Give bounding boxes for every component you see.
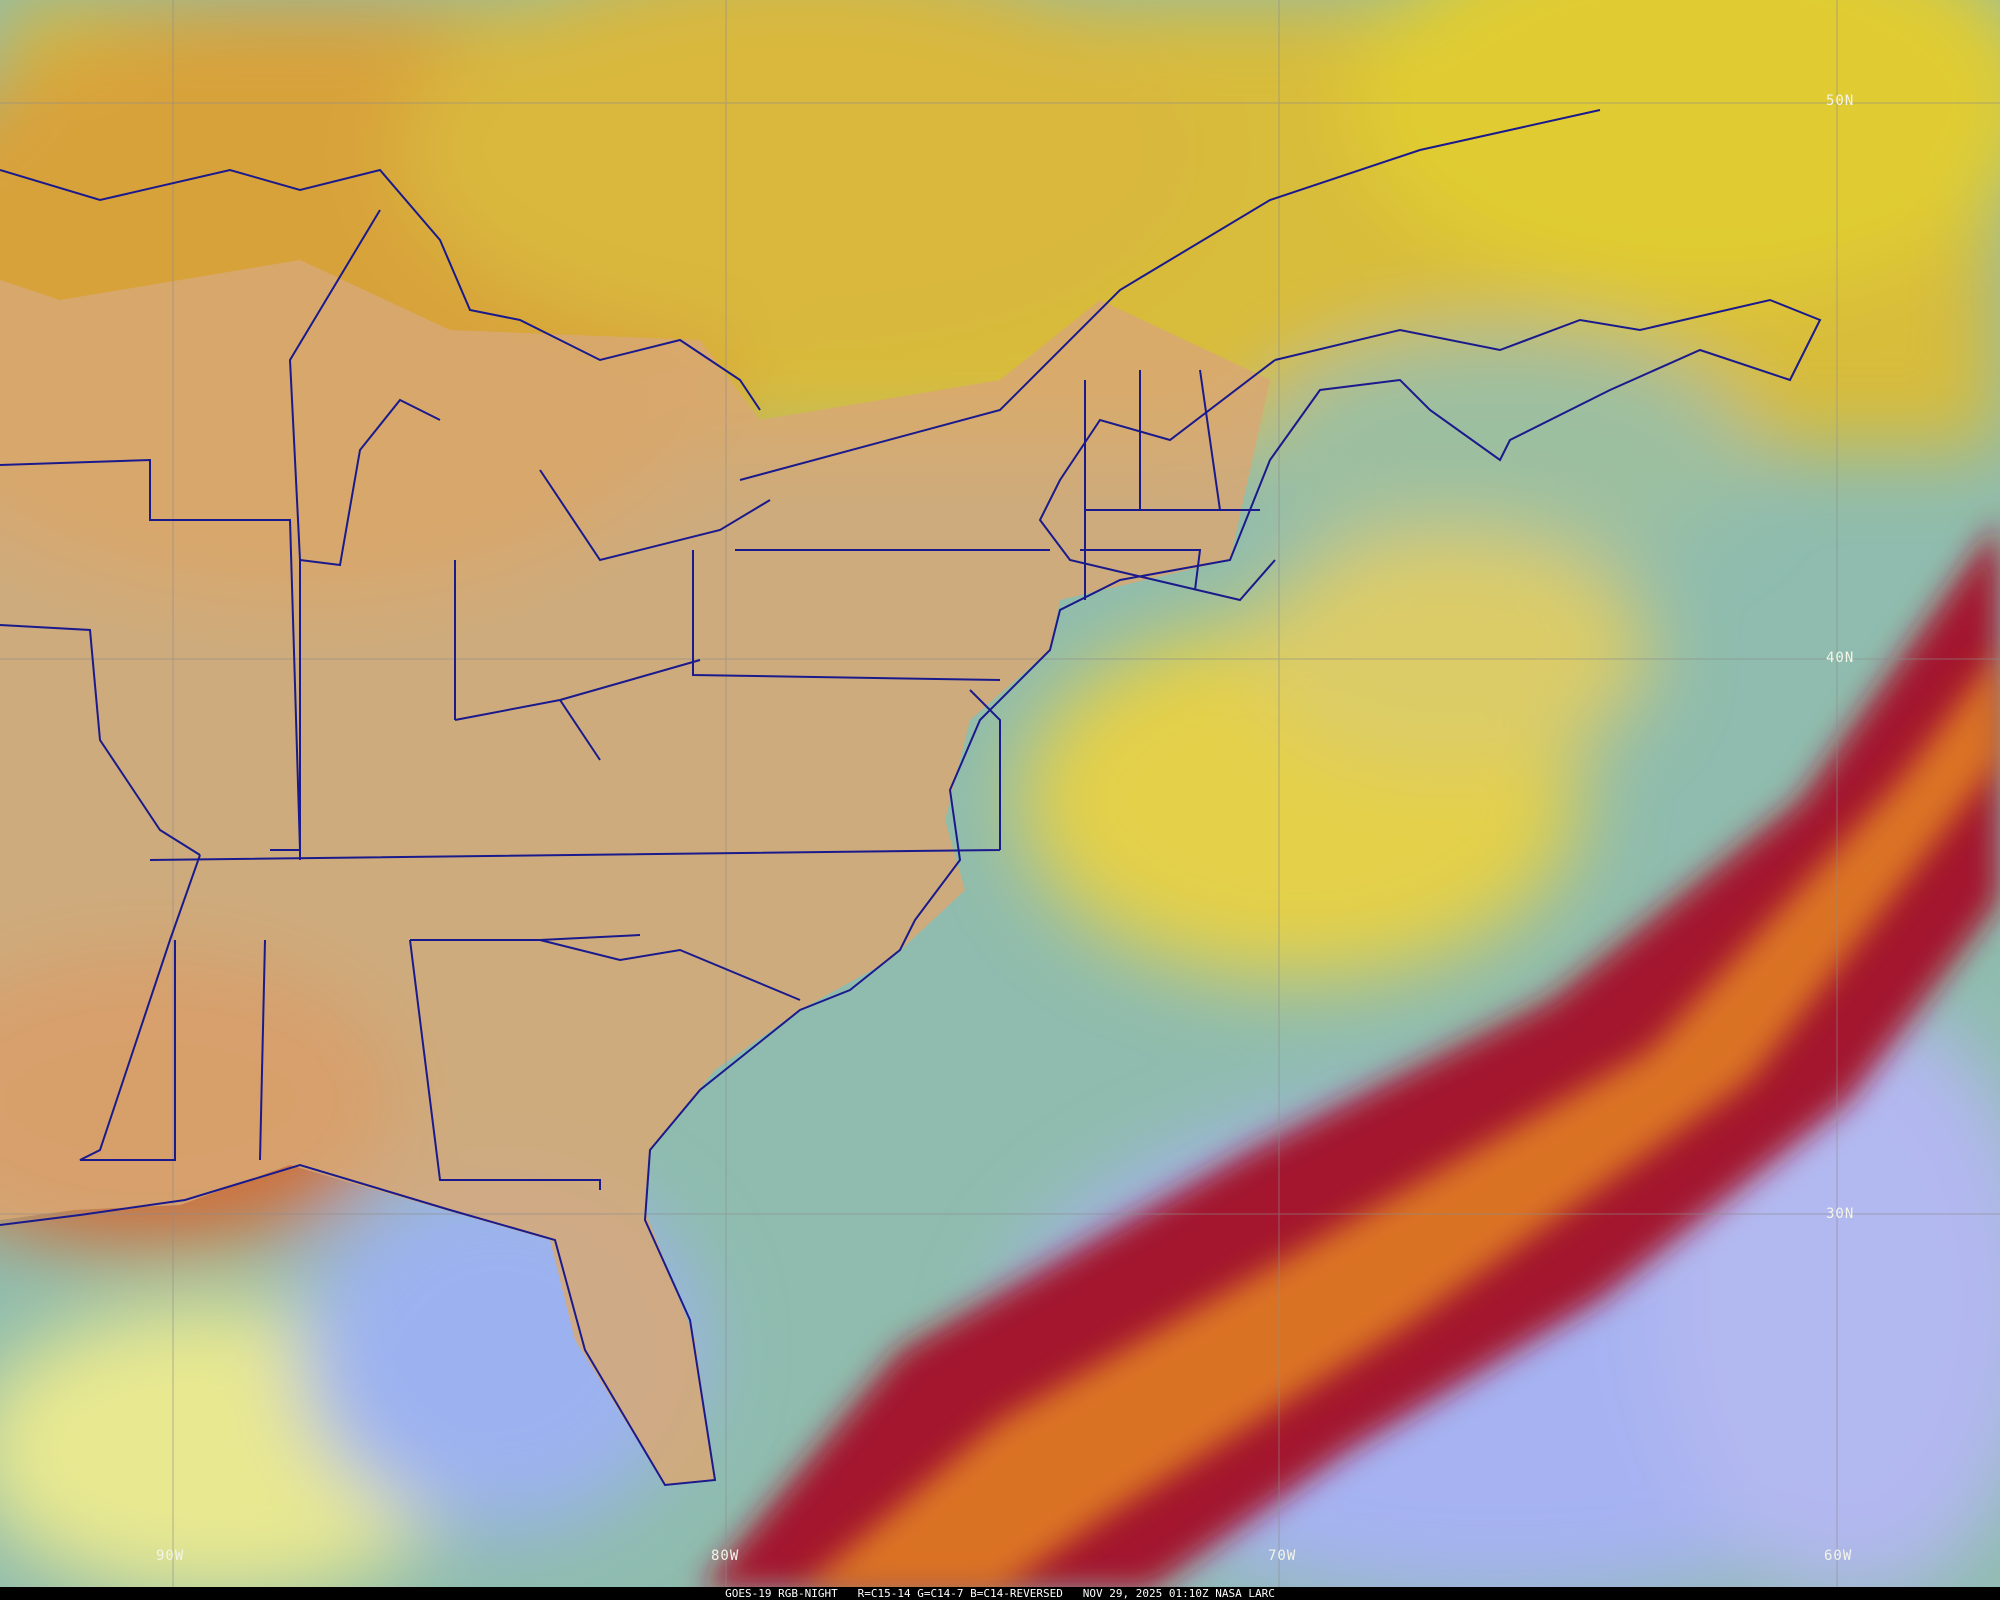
frontal-cloud-band-core xyxy=(800,650,2000,1590)
longitude-label: 80W xyxy=(711,1548,740,1564)
longitude-label: 60W xyxy=(1824,1548,1853,1564)
longitude-label: 90W xyxy=(156,1548,185,1564)
land-mass xyxy=(0,260,1270,1485)
credit: NASA LARC xyxy=(1215,1587,1275,1600)
channel-composite: R=C15-14 G=C14-7 B=C14-REVERSED xyxy=(857,1587,1063,1600)
timestamp: NOV 29, 2025 01:10Z xyxy=(1082,1587,1209,1600)
frontal-cloud-band xyxy=(700,520,2000,1590)
latitude-label: 50N xyxy=(1826,93,1855,109)
satellite-name: GOES-19 RGB-NIGHT xyxy=(725,1587,838,1600)
coastlines-and-borders xyxy=(0,109,1822,1487)
longitude-label: 70W xyxy=(1268,1548,1297,1564)
latitude-label: 30N xyxy=(1826,1206,1855,1222)
image-caption-bar: GOES-19 RGB-NIGHT R=C15-14 G=C14-7 B=C14… xyxy=(0,1587,2000,1600)
latitude-label: 40N xyxy=(1826,650,1855,666)
